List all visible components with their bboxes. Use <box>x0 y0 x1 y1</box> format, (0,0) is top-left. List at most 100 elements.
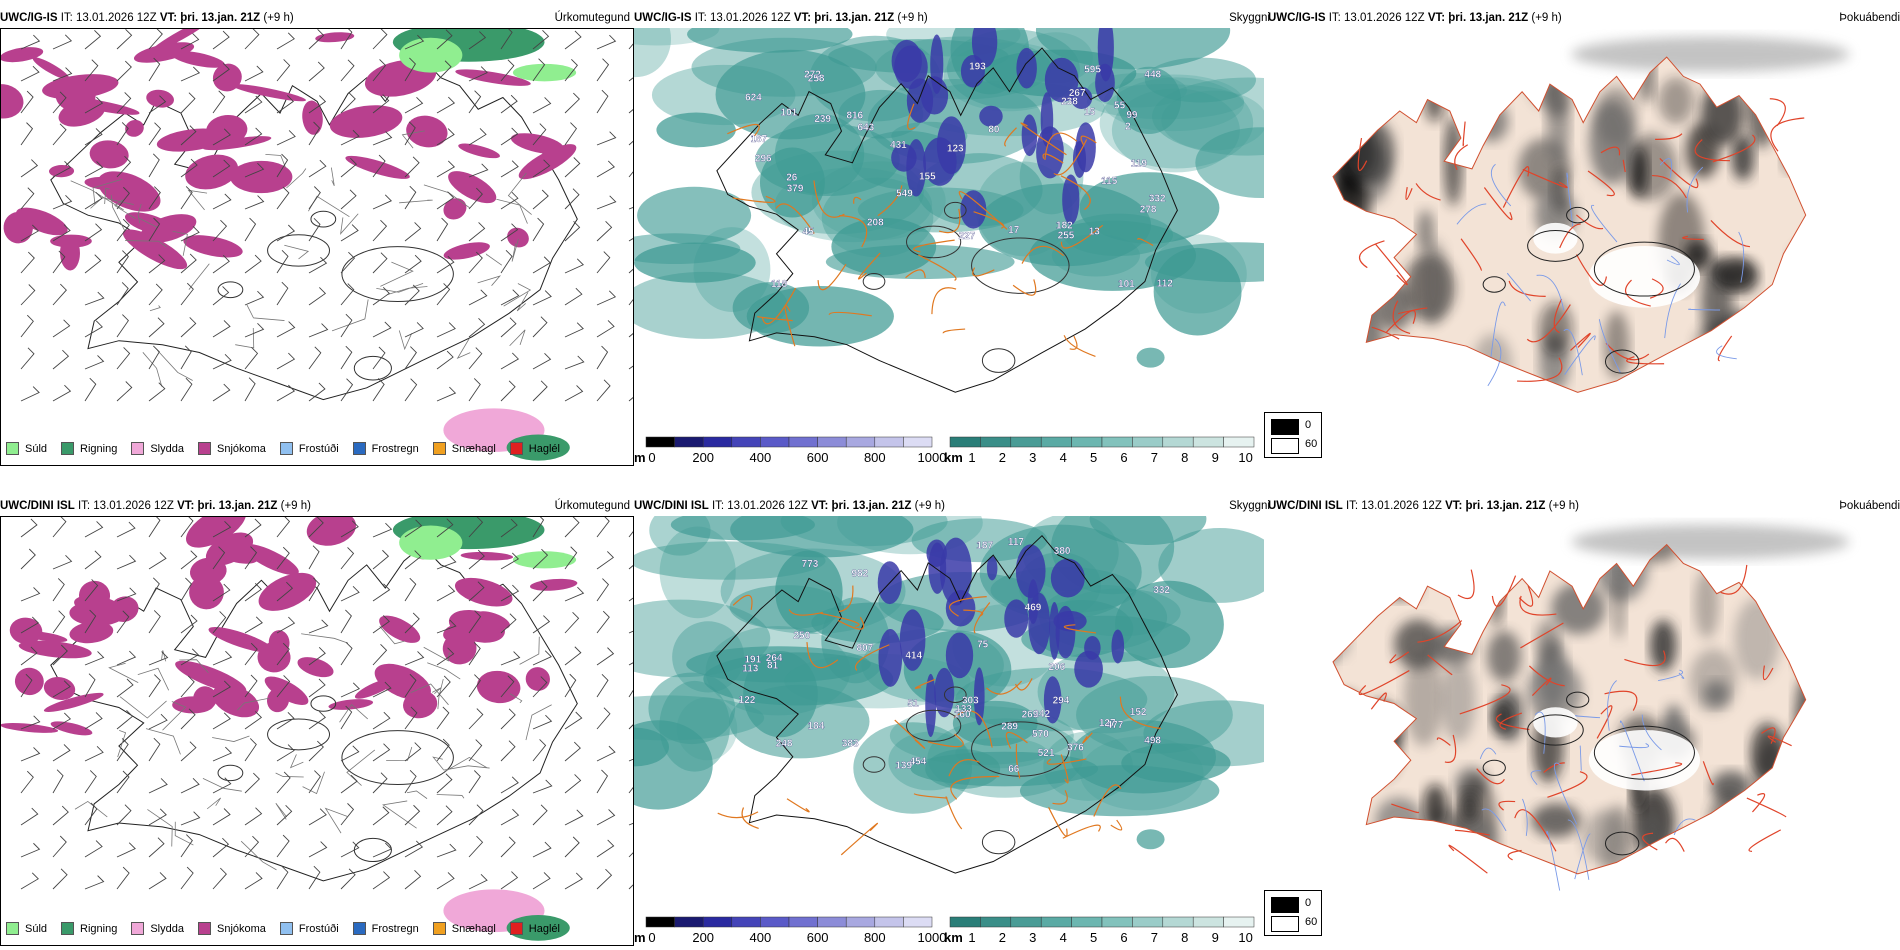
field-name: Þokuábendi <box>1839 500 1900 512</box>
ceiling-value-label: 242 <box>1033 709 1050 720</box>
legend-label: Rigning <box>80 442 118 455</box>
visibility-map[interactable]: 448 115 296 816 26 239 238 431 255 15 119 101 182 272… <box>634 28 1264 440</box>
fog-swatch-0 <box>1271 419 1299 435</box>
glacier-fill <box>1588 245 1701 308</box>
glacier-outline <box>1482 276 1506 293</box>
fog-label-0: 0 <box>1305 897 1312 909</box>
glacier-fill <box>1588 729 1701 791</box>
visibility-field <box>634 28 1264 368</box>
panel-fog-top: UWC/IG-IS IT: 13.01.2026 12Z VT: þri. 13… <box>1268 8 1900 466</box>
ceiling-value-label: 118 <box>771 279 788 290</box>
ceiling-value-label: 239 <box>814 114 831 125</box>
legend-item: Rigning <box>61 442 117 455</box>
field-name: Þokuábendi <box>1839 12 1900 24</box>
ceiling-value-label: 15 <box>1084 107 1096 118</box>
road-network <box>727 103 1154 357</box>
ceiling-value-label: 133 <box>955 704 972 715</box>
ceiling-tick: 600 <box>806 930 829 945</box>
ceiling-value-label: 521 <box>1038 748 1055 759</box>
glacier-outline <box>1604 831 1640 856</box>
fog-map[interactable] <box>1268 28 1900 466</box>
visibility-colorbar: km 1 2 3 4 5 6 7 8 9 10 <box>944 436 1262 466</box>
fog-swatch-1 <box>1271 438 1299 454</box>
legend-item: Frostregn <box>352 922 419 935</box>
legend-swatch <box>432 442 446 455</box>
panel-title: UWC/DINI ISL IT: 13.01.2026 12Z VT: þri.… <box>634 496 1270 516</box>
glacier-outline <box>353 355 392 381</box>
drizzle-area <box>512 63 577 82</box>
visibility-tick: 6 <box>1120 930 1128 945</box>
ceiling-tick: 600 <box>806 450 829 465</box>
glacier-fill <box>1533 707 1578 738</box>
ceiling-value-label: 208 <box>867 217 884 228</box>
ceiling-value-label: 238 <box>1061 97 1078 108</box>
glacier-outline <box>971 721 1070 777</box>
coastline <box>1332 543 1807 875</box>
fog-haze <box>1571 524 1850 559</box>
glacier-outline <box>1527 714 1584 746</box>
legend-label: Snæhagl <box>451 922 496 935</box>
ceiling-value-label: 431 <box>890 140 907 151</box>
legend-swatch <box>279 922 293 935</box>
model-name: UWC/DINI ISL <box>634 500 709 512</box>
visibility-tick: 7 <box>1150 930 1159 945</box>
ceiling-value-label: 294 <box>1053 695 1070 706</box>
visibility-tick: 6 <box>1120 450 1128 465</box>
ceiling-value-label: 258 <box>808 73 825 84</box>
visibility-map[interactable]: 113 81 191 75 264 982 376 184 206 332 242 380 160 122… <box>634 516 1264 920</box>
ceiling-value-label: 75 <box>977 640 989 651</box>
visibility-tick: 3 <box>1029 450 1037 465</box>
glacier-outline <box>906 225 962 259</box>
ceiling-value-label: 115 <box>1101 176 1118 187</box>
valid-label: VT: <box>1427 12 1446 24</box>
legend-label: Slydda <box>150 442 184 455</box>
legend-swatch <box>432 922 446 935</box>
ceiling-value-label: 267 <box>1069 88 1086 99</box>
ceiling-value-label: 13 <box>1089 226 1101 237</box>
ceiling-value-label: 2 <box>1125 121 1131 132</box>
ceiling-value-label: 816 <box>846 110 863 121</box>
coastline <box>1332 56 1807 393</box>
wind-barbs <box>20 517 633 890</box>
fog-map[interactable] <box>1268 516 1900 946</box>
ceiling-value-label: 193 <box>969 61 986 72</box>
ceiling-value-label: 498 <box>1144 736 1161 747</box>
ceiling-value-label: 206 <box>1049 662 1066 673</box>
ceiling-value-label: 595 <box>1084 64 1101 75</box>
valid-label: VT: <box>793 12 812 24</box>
ceiling-tick: 1000 <box>917 450 947 465</box>
panel-title: UWC/IG-IS IT: 13.01.2026 12Z VT: þri. 13… <box>0 8 634 28</box>
legend-swatch <box>6 922 19 935</box>
visibility-tick: 1 <box>968 450 976 465</box>
valid-time: þri. 13.jan. 21Z <box>180 12 261 24</box>
legend-swatch <box>197 442 211 455</box>
ceiling-tick: 1000 <box>917 930 947 945</box>
ceiling-value-label: 160 <box>954 710 971 721</box>
legend-label: Snjókoma <box>216 442 266 455</box>
glacier-fill <box>1533 222 1578 254</box>
precip-map[interactable] <box>0 516 634 946</box>
legend-label: Haglél <box>528 442 560 455</box>
ceiling-value-label: 250 <box>793 630 810 641</box>
legend-item: Súld <box>6 442 47 455</box>
panel-title: UWC/IG-IS IT: 13.01.2026 12Z VT: þri. 13… <box>1268 8 1900 28</box>
ceiling-value-label: 182 <box>1056 220 1073 231</box>
ceiling-value-label: 99 <box>1126 110 1138 121</box>
legend-item: Frostregn <box>352 442 419 455</box>
panel-title: UWC/DINI ISL IT: 13.01.2026 12Z VT: þri.… <box>0 496 634 516</box>
precip-map[interactable] <box>0 28 634 466</box>
glacier-outline <box>310 210 337 228</box>
visibility-colorbar: km 1 2 3 4 5 6 7 8 9 10 <box>944 916 1262 946</box>
legend-swatch <box>279 442 293 455</box>
legend-item: Snæhagl <box>432 442 496 455</box>
ceiling-colorbar: m 0 200 400 600 800 1000 <box>634 436 946 466</box>
legend-item: Haglél <box>509 442 560 455</box>
legend-label: Slydda <box>150 922 184 935</box>
visibility-tick: 2 <box>998 930 1007 945</box>
visibility-tick: 7 <box>1150 450 1159 465</box>
panel-visibility-top: UWC/IG-IS IT: 13.01.2026 12Z VT: þri. 13… <box>634 8 1270 466</box>
valid-time: þri. 13.jan. 21Z <box>1465 500 1546 512</box>
visibility-unit: km <box>944 450 963 465</box>
ceiling-value-label: 80 <box>988 125 1000 136</box>
fog-label-0: 0 <box>1305 419 1312 431</box>
